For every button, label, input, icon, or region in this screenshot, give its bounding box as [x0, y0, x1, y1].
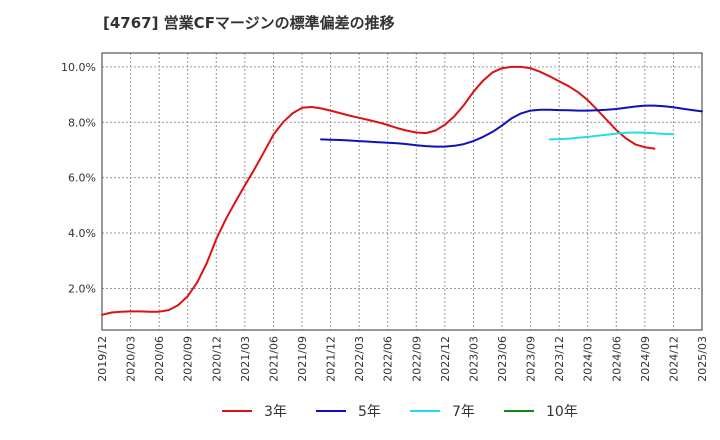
x-tick-label: 2020/09: [182, 336, 195, 382]
legend: 3年 5年 7年 10年: [0, 396, 720, 426]
x-tick-label: 2020/06: [153, 336, 166, 382]
x-tick-label: 2023/09: [525, 336, 538, 382]
legend-item-7y: 7年: [410, 396, 475, 426]
x-tick-label: 2025/03: [696, 336, 709, 382]
legend-item-3y: 3年: [222, 396, 287, 426]
x-tick-label: 2024/09: [639, 336, 652, 382]
x-tick-label: 2023/12: [553, 336, 566, 382]
x-tick-label: 2022/09: [410, 336, 423, 382]
series-line-5y: [320, 104, 703, 148]
x-tick-label: 2020/12: [210, 336, 223, 382]
chart-title: [4767] 営業CFマージンの標準偏差の推移: [103, 14, 395, 32]
x-tick-label: 2022/12: [439, 336, 452, 382]
x-tick-label: 2019/12: [96, 336, 109, 382]
legend-label-5y: 5年: [358, 404, 381, 420]
x-tick-label: 2021/06: [267, 336, 280, 382]
legend-item-10y: 10年: [504, 396, 578, 426]
x-tick-label: 2024/06: [610, 336, 623, 382]
legend-label-7y: 7年: [452, 404, 475, 420]
plot-frame: [101, 52, 703, 331]
x-tick-label: 2022/06: [382, 336, 395, 382]
y-tick-label: 4.0%: [68, 227, 96, 240]
y-tick-label: 8.0%: [68, 116, 96, 129]
x-tick-label: 2020/03: [125, 336, 138, 382]
x-tick-label: 2021/09: [296, 336, 309, 382]
legend-swatch-10y: [504, 410, 534, 412]
series-line-3y: [101, 65, 656, 316]
legend-swatch-3y: [222, 410, 252, 412]
y-tick-label: 2.0%: [68, 282, 96, 295]
x-tick-label: 2022/03: [353, 336, 366, 382]
legend-swatch-7y: [410, 410, 440, 412]
series-line-7y: [548, 131, 675, 141]
x-tick-label: 2024/03: [582, 336, 595, 382]
x-tick-label: 2021/12: [325, 336, 338, 382]
y-tick-label: 10.0%: [61, 61, 96, 74]
legend-swatch-5y: [316, 410, 346, 412]
x-tick-label: 2023/06: [496, 336, 509, 382]
legend-label-10y: 10年: [546, 404, 578, 420]
legend-item-5y: 5年: [316, 396, 381, 426]
y-tick-label: 6.0%: [68, 172, 96, 185]
x-tick-label: 2024/12: [667, 336, 680, 382]
legend-label-3y: 3年: [264, 404, 287, 420]
x-tick-label: 2021/03: [239, 336, 252, 382]
x-tick-label: 2023/03: [467, 336, 480, 382]
